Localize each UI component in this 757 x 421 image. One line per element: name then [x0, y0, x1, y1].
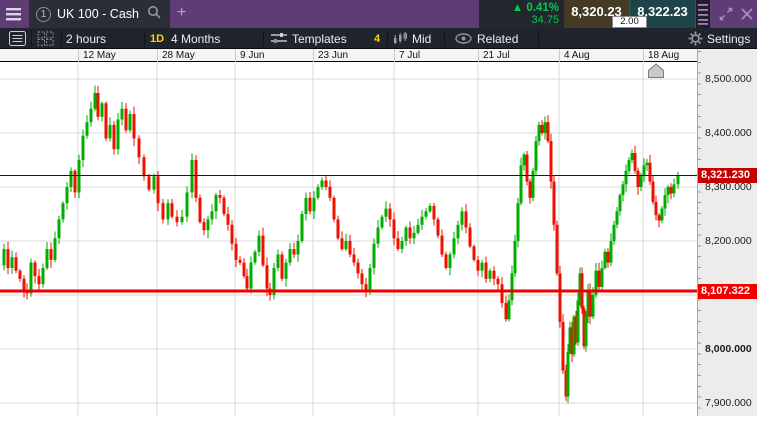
up-arrow-icon: ▲ — [511, 2, 524, 14]
change-percent: ▲ 0.41% — [511, 2, 559, 14]
date-label: 4 Aug — [564, 50, 590, 61]
candlestick-plot[interactable] — [0, 63, 697, 416]
alert-line-tag: 8,107.322 — [698, 283, 757, 299]
date-label: 9 Jun — [240, 50, 265, 61]
templates-count-badge[interactable]: 4 — [374, 32, 381, 45]
date-label: 18 Aug — [648, 50, 680, 61]
date-label: 12 May — [83, 50, 116, 61]
date-tick — [157, 49, 158, 62]
date-tick — [478, 49, 479, 62]
price-axis-label: 8,000.000 — [705, 343, 752, 355]
period-button[interactable]: 4 Months — [171, 31, 221, 46]
date-label: 7 Jul — [399, 50, 421, 61]
date-tick — [78, 49, 79, 62]
instrument-tab[interactable]: 1 UK 100 - Cash — [29, 0, 170, 28]
drag-handle-icon[interactable] — [696, 0, 710, 28]
chart-toolbar: 2 hours 1D 4 Months Templates 4 Mid Rela… — [0, 28, 757, 49]
date-label: 21 Jul — [483, 50, 510, 61]
chart-type-button[interactable]: Mid — [412, 31, 432, 46]
instrument-title: UK 100 - Cash — [57, 7, 139, 21]
search-icon[interactable] — [147, 5, 161, 24]
chart-type-icon[interactable] — [393, 28, 408, 49]
interval-button[interactable]: 2 hours — [66, 31, 107, 46]
settings-gear-icon[interactable] — [688, 28, 703, 49]
date-label: 23 Jun — [318, 50, 349, 61]
price-axis-label: 8,500.000 — [705, 73, 752, 85]
timeframe-badge[interactable]: 1D — [150, 32, 165, 45]
layout-grid-icon[interactable] — [37, 28, 54, 49]
templates-button[interactable]: Templates — [292, 31, 347, 46]
change-points: 34.75 — [531, 14, 559, 26]
latest-marker-icon — [648, 63, 664, 78]
price-change-box: ▲ 0.41% 34.75 — [479, 0, 564, 28]
date-axis[interactable]: 12 May 28 May 9 Jun 23 Jun 7 Jul 21 Jul 4 Aug 1… — [0, 49, 697, 62]
price-axis-minor-ticks — [698, 51, 701, 418]
date-tick — [313, 49, 314, 62]
date-tick — [643, 49, 644, 62]
current-price-tag: 8,321.230 — [698, 168, 757, 184]
instrument-number-badge: 1 — [36, 6, 51, 22]
candlestick-svg[interactable] — [0, 63, 697, 416]
hamburger-menu-icon[interactable] — [5, 6, 23, 22]
add-tab-button[interactable]: + — [177, 4, 187, 21]
date-label: 28 May — [162, 50, 195, 61]
expand-icon[interactable] — [719, 7, 733, 21]
price-axis-label: 8,300.000 — [705, 181, 752, 193]
price-axis-label: 8,400.000 — [705, 127, 752, 139]
price-axis-label: 8,200.000 — [705, 235, 752, 247]
templates-icon[interactable] — [271, 28, 287, 49]
related-button[interactable]: Related — [477, 31, 519, 46]
date-tick — [394, 49, 395, 62]
sell-price-button[interactable]: 8,320.23 — [564, 0, 629, 28]
date-tick — [235, 49, 236, 62]
spread-badge: 2.00 — [612, 16, 647, 28]
chart-list-icon[interactable] — [9, 28, 26, 49]
close-icon[interactable] — [740, 7, 754, 21]
date-tick — [559, 49, 560, 62]
price-axis[interactable]: 8,500.000 8,400.000 8,300.000 8,200.000 8,10… — [697, 49, 757, 418]
price-axis-label: 7,900.000 — [705, 397, 752, 409]
top-bar: 1 UK 100 - Cash + ▲ 0.41% 34.75 8,320.23… — [0, 0, 757, 28]
related-eye-icon[interactable] — [455, 28, 472, 49]
settings-button[interactable]: Settings — [707, 31, 751, 46]
